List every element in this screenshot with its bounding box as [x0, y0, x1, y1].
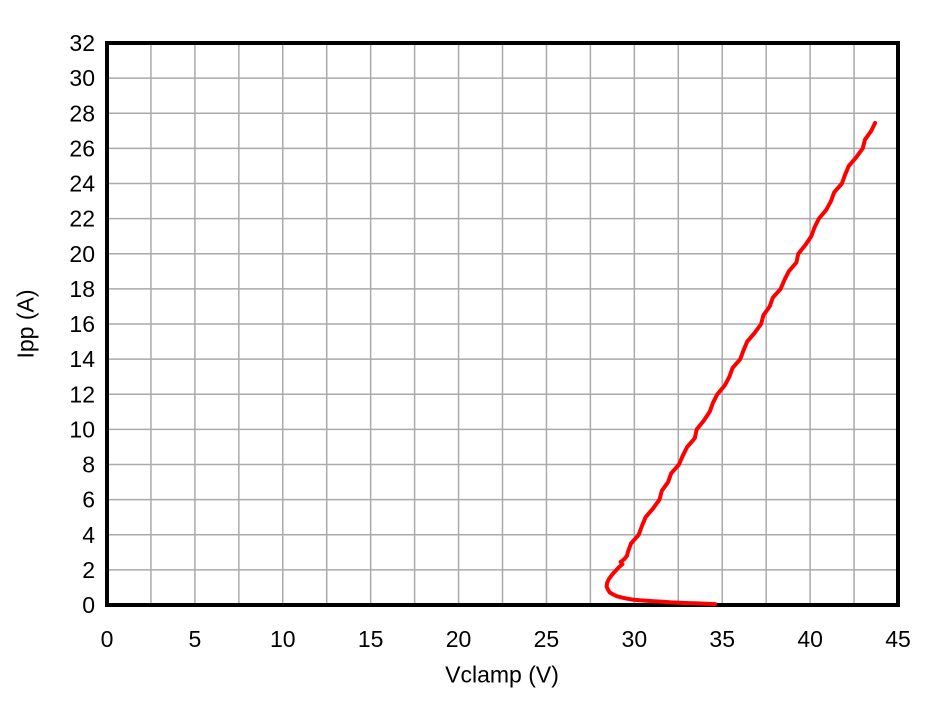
- y-tick-label: 26: [69, 135, 95, 161]
- y-tick-label: 10: [69, 416, 95, 442]
- x-tick-label: 20: [446, 626, 472, 652]
- x-tick-label: 30: [622, 626, 648, 652]
- x-tick-label: 15: [358, 626, 384, 652]
- y-tick-label: 22: [69, 206, 95, 232]
- y-axis-title: Ipp (A): [12, 289, 39, 359]
- y-tick-label: 24: [69, 171, 95, 197]
- x-tick-label: 45: [885, 626, 911, 652]
- series-line: [604, 120, 878, 607]
- y-tick-label: 4: [82, 522, 95, 548]
- y-tick-label: 16: [69, 311, 95, 337]
- y-tick-label: 0: [82, 592, 95, 618]
- y-tick-label: 8: [82, 452, 95, 478]
- x-tick-label: 40: [797, 626, 823, 652]
- x-tick-label: 35: [709, 626, 735, 652]
- x-tick-label: 0: [101, 626, 114, 652]
- y-tick-label: 6: [82, 487, 95, 513]
- x-axis-title: Vclamp (V): [445, 661, 559, 688]
- y-tick-label: 30: [69, 65, 95, 91]
- y-tick-label: 12: [69, 381, 95, 407]
- y-tick-label: 18: [69, 276, 95, 302]
- y-tick-label: 14: [69, 346, 95, 372]
- x-tick-label: 10: [270, 626, 296, 652]
- y-tick-label: 2: [82, 557, 95, 583]
- y-tick-label: 28: [69, 100, 95, 126]
- x-tick-label: 25: [534, 626, 560, 652]
- y-tick-label: 20: [69, 241, 95, 267]
- plot-border: [105, 41, 900, 607]
- y-tick-label: 32: [69, 30, 95, 56]
- x-tick-label: 5: [188, 626, 201, 652]
